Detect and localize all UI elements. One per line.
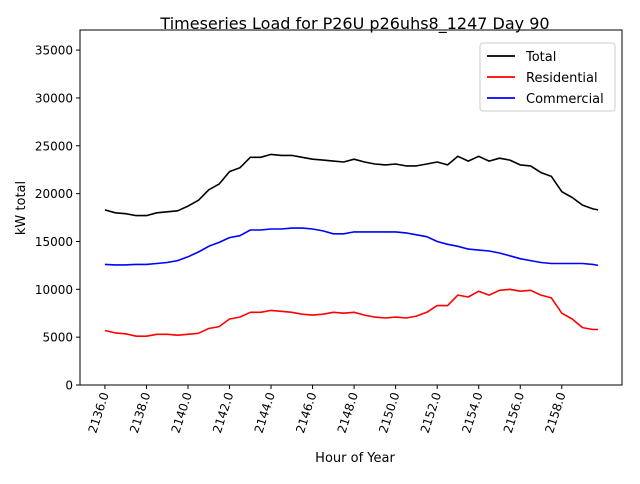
y-tick-label: 5000 [42, 331, 73, 345]
y-tick-label: 10000 [35, 283, 73, 297]
x-tick-label: 2140.0 [169, 391, 195, 435]
x-tick-label: 2138.0 [127, 391, 153, 435]
legend: Total Residential Commercial [479, 42, 616, 112]
x-tick-label: 2152.0 [418, 391, 444, 435]
x-tick-label: 2144.0 [252, 391, 278, 435]
legend-box [479, 42, 616, 112]
x-tick-label: 2136.0 [85, 391, 111, 435]
x-tick-label: 2146.0 [293, 391, 319, 435]
y-tick-label: 30000 [35, 91, 73, 105]
y-tick-label: 25000 [35, 139, 73, 153]
y-axis: 0 5000 10000 15000 20000 25000 30000 35000 [35, 44, 80, 393]
axes-frame [79, 29, 623, 386]
x-tick-label: 2158.0 [542, 391, 568, 435]
plot-area [104, 153, 599, 338]
series-line-commercial [104, 227, 599, 267]
x-tick-label: 2154.0 [459, 391, 485, 435]
legend-label-commercial: Commercial [526, 92, 604, 107]
x-tick-label: 2142.0 [210, 391, 236, 435]
legend-label-residential: Residential [526, 71, 598, 86]
y-tick-label: 20000 [35, 187, 73, 201]
x-tick-label: 2150.0 [376, 391, 402, 435]
y-tick-label: 15000 [35, 235, 73, 249]
series-line-residential [104, 288, 599, 338]
y-tick-label: 35000 [35, 44, 73, 58]
x-axis-label: Hour of Year [315, 451, 395, 466]
chart-title: Timeseries Load for P26U p26uhs8_1247 Da… [159, 14, 549, 34]
x-tick-label: 2156.0 [501, 391, 527, 435]
x-axis: 2136.0 2138.0 2140.0 2142.0 2144.0 2146.0 2148… [85, 385, 569, 435]
legend-label-total: Total [525, 50, 556, 65]
x-tick-label: 2148.0 [335, 391, 361, 435]
y-axis-label: kW total [14, 181, 29, 235]
series-line-total [104, 153, 599, 217]
y-tick-label: 0 [65, 379, 73, 393]
